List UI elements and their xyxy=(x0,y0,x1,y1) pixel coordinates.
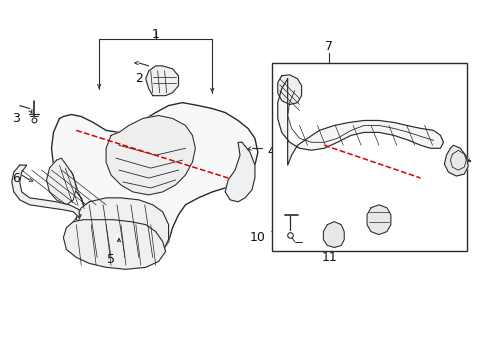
Text: 11: 11 xyxy=(321,251,337,264)
Text: 6: 6 xyxy=(12,171,20,185)
Polygon shape xyxy=(46,158,76,205)
Polygon shape xyxy=(444,145,468,176)
Polygon shape xyxy=(106,116,195,195)
Polygon shape xyxy=(323,222,344,247)
Polygon shape xyxy=(12,165,79,218)
Bar xyxy=(271,63,467,251)
Text: 7: 7 xyxy=(325,40,333,53)
Text: 9: 9 xyxy=(368,122,376,135)
Text: 1: 1 xyxy=(151,28,159,41)
Polygon shape xyxy=(366,205,390,235)
Text: 8: 8 xyxy=(457,159,466,172)
Polygon shape xyxy=(69,215,89,261)
Text: 5: 5 xyxy=(107,253,115,266)
Text: 2: 2 xyxy=(135,72,142,85)
Polygon shape xyxy=(76,198,168,264)
Polygon shape xyxy=(224,142,254,202)
Polygon shape xyxy=(63,220,165,269)
Text: 12: 12 xyxy=(378,221,394,234)
Polygon shape xyxy=(145,66,178,96)
Text: 4: 4 xyxy=(267,145,275,158)
Text: 3: 3 xyxy=(12,112,20,125)
Text: 10: 10 xyxy=(249,231,265,244)
Polygon shape xyxy=(51,103,257,264)
Polygon shape xyxy=(277,79,443,165)
Polygon shape xyxy=(277,75,301,105)
